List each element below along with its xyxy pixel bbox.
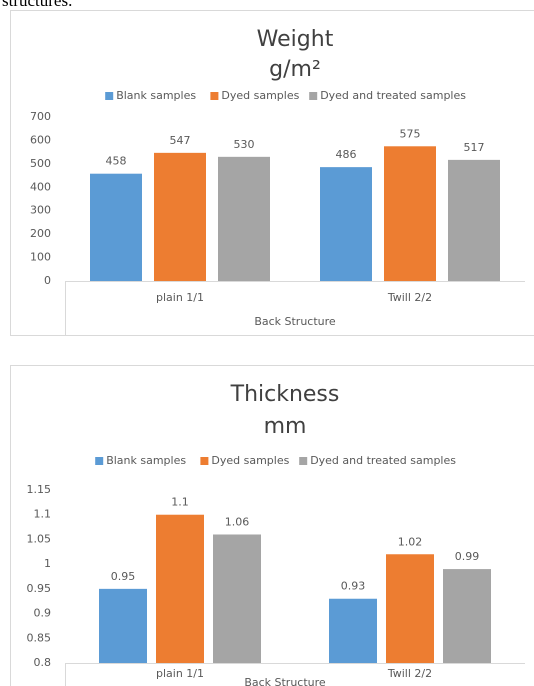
y-tick-label: 1.05 [27, 532, 52, 545]
page-text: structures. [2, 0, 72, 10]
chart-title: Weight [257, 27, 334, 52]
bar [384, 146, 436, 281]
legend-label: Blank samples [106, 454, 186, 467]
data-label: 0.95 [111, 570, 136, 583]
data-label: 530 [234, 138, 255, 151]
x-tick-label: plain 1/1 [156, 667, 204, 680]
x-tick-label: Twill 2/2 [387, 291, 432, 304]
legend-swatch [299, 457, 308, 465]
bar [156, 514, 204, 663]
bar [218, 156, 270, 281]
legend-swatch [309, 92, 318, 100]
x-axis-title: Back Structure [254, 315, 336, 328]
y-tick-label: 0.8 [34, 656, 52, 669]
bar [99, 588, 147, 663]
data-label: 1.02 [398, 535, 423, 548]
bar [213, 534, 261, 663]
data-label: 547 [170, 134, 191, 147]
y-tick-label: 0.9 [34, 607, 52, 620]
y-tick-label: 600 [30, 133, 51, 146]
x-axis-title: Back Structure [244, 676, 326, 686]
x-tick-label: plain 1/1 [156, 291, 204, 304]
legend-swatch [200, 457, 209, 465]
data-label: 486 [336, 148, 357, 161]
legend-swatch [95, 457, 104, 465]
bar [386, 554, 434, 663]
bar [154, 152, 206, 281]
y-tick-label: 0.85 [27, 631, 52, 644]
x-tick-label: Twill 2/2 [387, 667, 432, 680]
data-label: 1.1 [171, 496, 189, 509]
bar [443, 569, 491, 663]
y-tick-label: 0 [44, 274, 51, 287]
bar [320, 167, 372, 281]
data-label: 458 [106, 155, 127, 168]
data-label: 1.06 [225, 515, 250, 528]
chart-subtitle: g/m² [269, 57, 321, 82]
legend-label: Blank samples [116, 89, 196, 102]
legend-swatch [105, 92, 114, 100]
y-tick-label: 1.15 [27, 483, 52, 496]
bar [329, 598, 377, 663]
data-label: 517 [464, 141, 485, 154]
data-label: 575 [400, 127, 421, 140]
y-tick-label: 500 [30, 157, 51, 170]
bar [90, 173, 142, 281]
y-tick-label: 1 [44, 557, 51, 570]
legend-label: Dyed and treated samples [320, 89, 466, 102]
data-label: 0.99 [455, 550, 480, 563]
legend-label: Dyed samples [211, 454, 289, 467]
y-tick-label: 300 [30, 204, 51, 217]
y-tick-label: 1.1 [34, 508, 52, 521]
y-tick-label: 100 [30, 251, 51, 264]
bar [448, 159, 500, 281]
legend-label: Dyed samples [221, 89, 299, 102]
data-label: 0.93 [341, 580, 366, 593]
y-tick-label: 200 [30, 227, 51, 240]
legend-swatch [210, 92, 219, 100]
y-tick-label: 700 [30, 110, 51, 123]
chart-title: Thickness [230, 382, 340, 407]
chart-subtitle: mm [264, 414, 307, 439]
y-tick-label: 400 [30, 180, 51, 193]
y-tick-label: 0.95 [27, 582, 52, 595]
legend-label: Dyed and treated samples [310, 454, 456, 467]
